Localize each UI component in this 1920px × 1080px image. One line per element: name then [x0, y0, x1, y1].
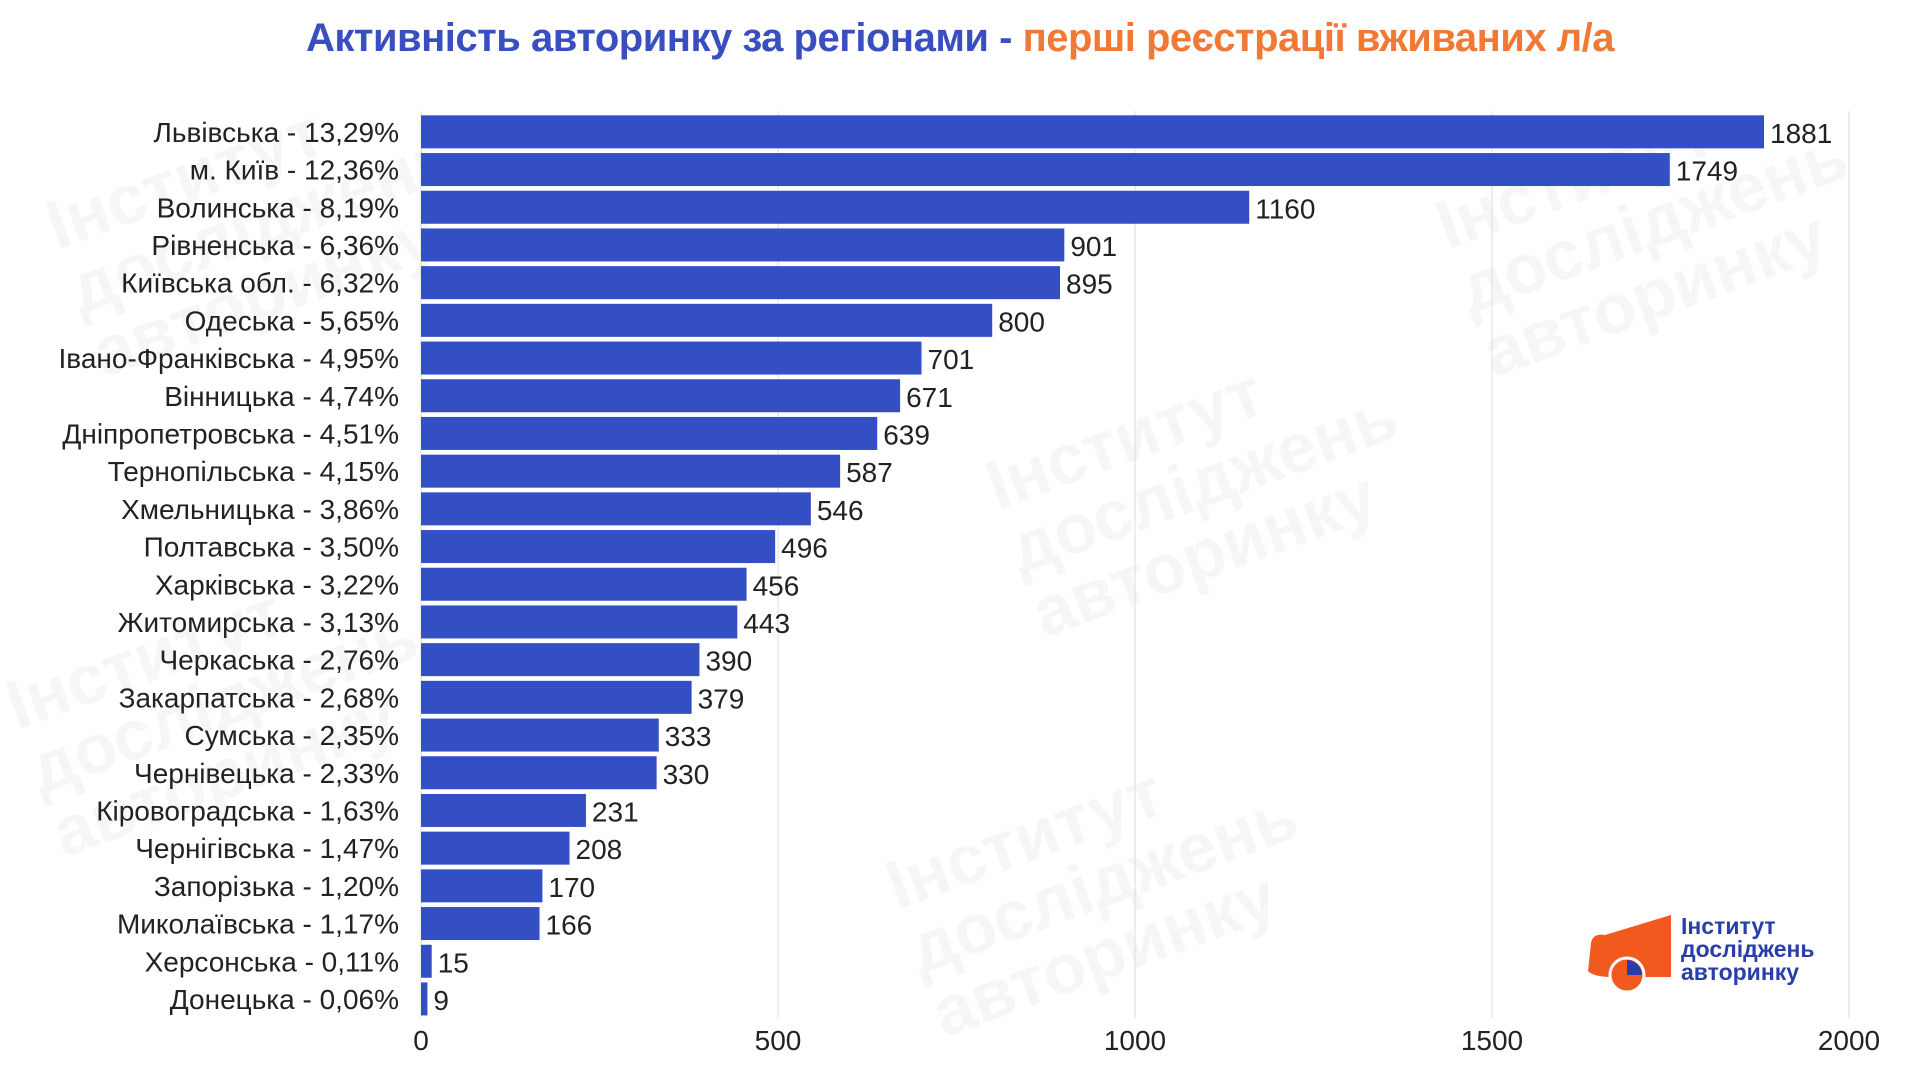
category-label: м. Київ - 12,36%	[190, 155, 399, 186]
bar	[421, 341, 922, 375]
bar	[421, 266, 1061, 300]
data-label: 1881	[1770, 118, 1832, 149]
category-label: Сумська - 2,35%	[185, 720, 399, 751]
x-tick-label: 1500	[1461, 1025, 1523, 1056]
bar	[421, 756, 657, 790]
data-label: 231	[592, 796, 639, 827]
category-label: Миколаївська - 1,17%	[117, 909, 399, 940]
category-label: Дніпропетровська - 4,51%	[62, 418, 399, 449]
logo-text: Інститут досліджень авторинку	[1681, 915, 1815, 984]
x-tick-label: 1000	[1104, 1025, 1166, 1056]
bar	[421, 982, 428, 1016]
category-label: Тернопільська - 4,15%	[108, 456, 399, 487]
data-label: 170	[548, 872, 595, 903]
bar	[421, 567, 747, 601]
data-label: 333	[665, 721, 712, 752]
bar	[421, 303, 993, 337]
bar	[421, 869, 543, 903]
bar	[421, 530, 776, 564]
bar	[421, 228, 1065, 262]
category-label: Львівська - 13,29%	[154, 117, 400, 148]
logo-line3: авторинку	[1681, 959, 1800, 985]
data-label: 546	[817, 495, 864, 526]
data-label: 800	[998, 306, 1045, 337]
logo: Інститут досліджень авторинку	[1583, 913, 1843, 993]
category-label: Хмельницька - 3,86%	[121, 494, 399, 525]
data-label: 1160	[1255, 193, 1315, 224]
category-label: Київська обл. - 6,32%	[121, 268, 399, 299]
x-tick-label: 2000	[1818, 1025, 1880, 1056]
bar	[421, 944, 432, 978]
data-label: 9	[433, 985, 449, 1016]
logo-line2: досліджень	[1681, 936, 1815, 962]
category-label: Донецька - 0,06%	[170, 984, 399, 1015]
bar	[421, 379, 901, 413]
bar	[421, 907, 540, 941]
bar	[421, 492, 811, 526]
category-label: Волинська - 8,19%	[157, 192, 399, 223]
data-label: 330	[663, 759, 710, 790]
category-label: Вінницька - 4,74%	[164, 381, 399, 412]
category-label: Кіровоградська - 1,63%	[96, 795, 399, 826]
category-label: Харківська - 3,22%	[155, 569, 399, 600]
bar	[421, 605, 738, 639]
title-part-highlight: перші реєстрації вживаних л/а	[1022, 16, 1615, 60]
data-label: 587	[846, 457, 893, 488]
category-label: Черкаська - 2,76%	[159, 645, 399, 676]
category-label: Полтавська - 3,50%	[144, 532, 399, 563]
logo-car-icon	[1588, 915, 1671, 993]
data-label: 15	[438, 947, 469, 978]
data-label: 379	[698, 683, 745, 714]
bar	[421, 793, 586, 827]
category-label: Чернігівська - 1,47%	[135, 833, 399, 864]
category-label: Херсонська - 0,11%	[145, 946, 399, 977]
bar	[421, 454, 841, 488]
data-label: 701	[928, 344, 975, 375]
category-label: Запорізька - 1,20%	[154, 871, 399, 902]
category-label: Івано-Франківська - 4,95%	[59, 343, 400, 374]
data-label: 895	[1066, 269, 1113, 300]
bar	[421, 153, 1670, 187]
logo-line1: Інститут	[1681, 913, 1776, 939]
data-label: 390	[705, 646, 752, 677]
data-label: 443	[743, 608, 790, 639]
chart-title: Активність авторинку за регіонами - перш…	[0, 16, 1920, 61]
data-label: 496	[781, 533, 828, 564]
data-label: 671	[906, 382, 953, 413]
bar	[421, 416, 878, 450]
bar	[421, 680, 692, 714]
data-label: 208	[576, 834, 623, 865]
category-label: Житомирська - 3,13%	[118, 607, 399, 638]
title-part-main: Активність авторинку за регіонами -	[305, 16, 1023, 60]
bar	[421, 190, 1250, 224]
x-tick-label: 500	[755, 1025, 802, 1056]
bar	[421, 115, 1765, 149]
data-label: 639	[883, 419, 930, 450]
bar	[421, 831, 570, 865]
bar	[421, 718, 659, 752]
data-label: 901	[1070, 231, 1117, 262]
category-label: Закарпатська - 2,68%	[119, 682, 399, 713]
category-label: Одеська - 5,65%	[185, 305, 399, 336]
data-label: 166	[546, 910, 593, 941]
x-tick-label: 0	[413, 1025, 429, 1056]
data-label: 456	[753, 570, 800, 601]
data-label: 1749	[1676, 156, 1738, 187]
category-label: Чернівецька - 2,33%	[134, 758, 399, 789]
category-label: Рівненська - 6,36%	[151, 230, 399, 261]
bar	[421, 643, 700, 677]
